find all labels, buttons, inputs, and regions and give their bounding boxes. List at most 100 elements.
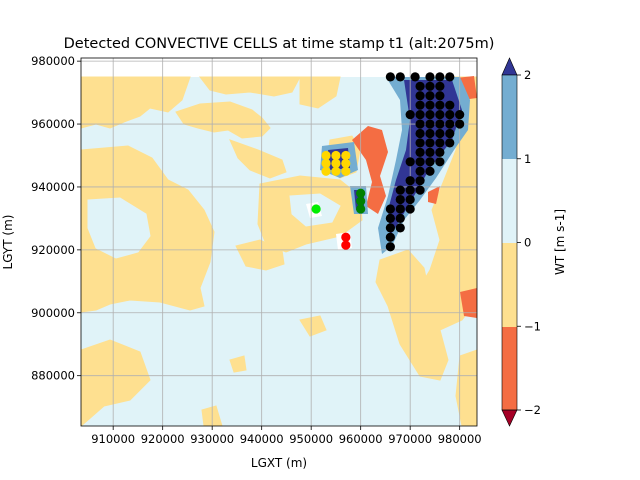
x-tick-label: 960000	[339, 432, 383, 446]
cell-marker	[410, 72, 420, 82]
cell-marker	[415, 100, 425, 110]
plot-area: 910000 920000 930000 940000 950000 960000 9700…	[31, 54, 482, 446]
cell-marker	[331, 150, 341, 161]
colorbar-band-m1-0	[502, 243, 517, 327]
cell-marker	[341, 158, 351, 168]
cell-marker	[385, 242, 395, 252]
chart-title: Detected CONVECTIVE CELLS at time stamp …	[64, 36, 495, 52]
cell-marker	[425, 147, 435, 157]
colorbar-tick-label: −2	[524, 403, 541, 417]
cell-marker	[385, 213, 395, 224]
colorbar-band-1-2	[502, 75, 517, 159]
y-tick-label: 980000	[31, 54, 75, 68]
cell-marker	[341, 150, 351, 161]
colorbar-label: WT [m s-1]	[553, 209, 567, 275]
cell-markers	[311, 72, 465, 252]
cell-marker	[425, 128, 435, 139]
cell-marker	[415, 128, 425, 139]
cell-marker	[341, 232, 351, 242]
y-tick-label: 940000	[31, 180, 75, 194]
cell-marker	[415, 176, 425, 186]
cell-marker	[455, 110, 465, 120]
x-axis-label: LGXT (m)	[251, 456, 307, 470]
cell-marker	[356, 204, 366, 214]
cell-marker	[455, 119, 465, 129]
x-tick-label: 920000	[141, 432, 185, 446]
cell-marker	[435, 81, 445, 91]
y-tick-label: 960000	[31, 117, 75, 131]
cell-marker	[385, 223, 395, 233]
x-axis-ticks: 910000 920000 930000 940000 950000 960000 9700…	[91, 426, 482, 446]
cell-marker	[395, 213, 405, 224]
cell-marker	[445, 72, 455, 82]
cell-marker	[311, 204, 321, 214]
cell-marker	[385, 204, 395, 214]
cell-marker	[435, 128, 445, 139]
cell-marker	[405, 185, 415, 195]
x-tick-label: 940000	[240, 432, 284, 446]
x-tick-label: 950000	[289, 432, 333, 446]
cell-marker	[356, 196, 366, 206]
colorbar-ticks: −2 −1 0 1 2	[517, 68, 541, 417]
x-tick-label: 930000	[190, 432, 234, 446]
cell-marker	[415, 91, 425, 101]
x-tick-label: 980000	[438, 432, 482, 446]
y-axis-ticks: 880000 900000 920000 940000 960000 980000	[31, 54, 81, 383]
cell-marker	[341, 166, 351, 176]
cell-marker	[425, 119, 435, 129]
colorbar-tick-label: −1	[524, 319, 541, 333]
grid-lines	[81, 58, 477, 426]
cell-marker	[415, 81, 425, 91]
cell-marker	[385, 232, 395, 242]
cell-marker	[445, 110, 455, 120]
x-tick-label: 910000	[91, 432, 135, 446]
cell-marker	[435, 157, 445, 167]
cell-marker	[321, 166, 331, 176]
cell-marker	[395, 194, 405, 205]
cell-marker	[445, 119, 455, 129]
cell-marker	[445, 100, 455, 110]
cell-marker	[435, 72, 445, 82]
cell-marker	[415, 185, 425, 195]
cell-marker	[445, 128, 455, 139]
cell-marker	[445, 138, 455, 148]
cell-marker	[395, 72, 405, 82]
cell-marker	[405, 157, 415, 167]
cell-marker	[405, 176, 415, 186]
cell-marker	[415, 138, 425, 148]
x-tick-label: 970000	[388, 432, 432, 446]
cell-marker	[435, 91, 445, 101]
cell-marker	[415, 147, 425, 157]
cell-marker	[395, 204, 405, 214]
colorbar-tick-label: 2	[524, 68, 531, 82]
cell-marker	[385, 72, 395, 82]
colorbar-band-0-1	[502, 159, 517, 243]
cell-marker	[415, 119, 425, 129]
cell-marker	[415, 157, 425, 167]
cell-marker	[435, 100, 445, 110]
cell-marker	[321, 150, 331, 161]
cell-marker	[356, 188, 366, 198]
cell-marker	[395, 185, 405, 195]
cell-marker	[425, 91, 435, 101]
cell-marker	[435, 138, 445, 148]
cell-marker	[425, 138, 435, 148]
colorbar-band-m2-m1	[502, 327, 517, 410]
y-tick-label: 880000	[31, 369, 75, 383]
colorbar-tick-label: 0	[524, 236, 531, 250]
cell-marker	[321, 158, 331, 168]
cell-marker	[405, 110, 415, 120]
cell-marker	[435, 119, 445, 129]
y-axis-label: LGYT (m)	[1, 215, 15, 270]
cell-marker	[425, 81, 435, 91]
cell-marker	[331, 166, 341, 176]
colorbar-tick-label: 1	[524, 152, 531, 166]
colorbar-max-extension	[501, 57, 518, 76]
contour-negative-regions	[81, 76, 477, 426]
colorbar: −2 −1 0 1 2 WT [m s-1]	[501, 57, 567, 427]
cell-marker	[425, 100, 435, 110]
y-tick-label: 900000	[31, 306, 75, 320]
cell-marker	[395, 223, 405, 233]
axes-frame	[80, 57, 478, 427]
